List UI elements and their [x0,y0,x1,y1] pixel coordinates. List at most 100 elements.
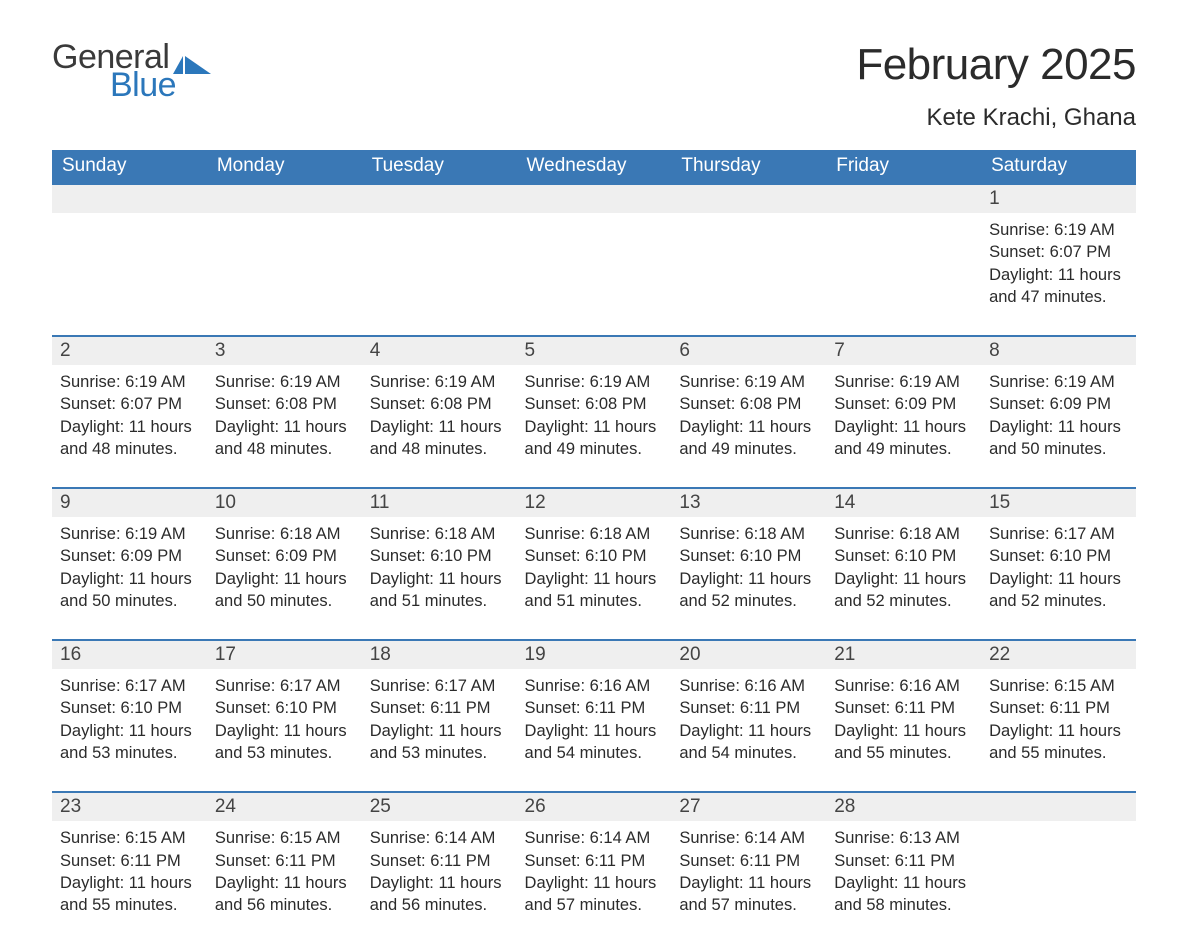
day-number-cell: 15 [981,488,1136,517]
daylight2-text: and 55 minutes. [989,742,1128,764]
daylight2-text: and 53 minutes. [215,742,354,764]
day-number-cell: 7 [826,336,981,365]
daylight1-text: Daylight: 11 hours [215,720,354,742]
day-number-cell: 28 [826,792,981,821]
daylight2-text: and 51 minutes. [370,590,509,612]
sunset-text: Sunset: 6:11 PM [679,850,818,872]
day-detail-cell: Sunrise: 6:17 AMSunset: 6:10 PMDaylight:… [981,517,1136,616]
daylight2-text: and 51 minutes. [525,590,664,612]
sunset-text: Sunset: 6:07 PM [60,393,199,415]
day-number-cell [362,184,517,213]
day-number-cell: 26 [517,792,672,821]
day-number-row: 16171819202122 [52,640,1136,669]
daylight2-text: and 52 minutes. [834,590,973,612]
day-detail-cell: Sunrise: 6:19 AMSunset: 6:07 PMDaylight:… [52,365,207,464]
calendar-page: General Blue February 2025 Kete Krachi, … [0,0,1188,950]
month-title: February 2025 [856,40,1136,90]
sunset-text: Sunset: 6:08 PM [370,393,509,415]
sunset-text: Sunset: 6:11 PM [679,697,818,719]
daylight1-text: Daylight: 11 hours [215,872,354,894]
day-number-cell [517,184,672,213]
day-number-cell: 16 [52,640,207,669]
daylight2-text: and 50 minutes. [215,590,354,612]
sunset-text: Sunset: 6:10 PM [370,545,509,567]
title-block: February 2025 Kete Krachi, Ghana [856,40,1136,132]
day-number-cell [207,184,362,213]
daylight1-text: Daylight: 11 hours [679,872,818,894]
page-header: General Blue February 2025 Kete Krachi, … [52,40,1136,132]
day-number-cell: 9 [52,488,207,517]
day-detail-cell: Sunrise: 6:19 AMSunset: 6:07 PMDaylight:… [981,213,1136,312]
sunrise-text: Sunrise: 6:18 AM [370,523,509,545]
sunrise-text: Sunrise: 6:14 AM [679,827,818,849]
daylight2-text: and 58 minutes. [834,894,973,916]
day-detail-cell: Sunrise: 6:18 AMSunset: 6:10 PMDaylight:… [826,517,981,616]
sunset-text: Sunset: 6:10 PM [834,545,973,567]
day-detail-cell: Sunrise: 6:19 AMSunset: 6:08 PMDaylight:… [671,365,826,464]
day-detail-cell: Sunrise: 6:17 AMSunset: 6:11 PMDaylight:… [362,669,517,768]
daylight1-text: Daylight: 11 hours [679,416,818,438]
daylight1-text: Daylight: 11 hours [679,568,818,590]
sunrise-text: Sunrise: 6:18 AM [679,523,818,545]
day-detail-row: Sunrise: 6:19 AMSunset: 6:09 PMDaylight:… [52,517,1136,616]
daylight2-text: and 57 minutes. [525,894,664,916]
sunset-text: Sunset: 6:10 PM [60,697,199,719]
sunset-text: Sunset: 6:08 PM [679,393,818,415]
day-detail-cell: Sunrise: 6:18 AMSunset: 6:10 PMDaylight:… [362,517,517,616]
weekday-header: Thursday [671,150,826,184]
daylight1-text: Daylight: 11 hours [370,568,509,590]
day-number-cell: 1 [981,184,1136,213]
daylight1-text: Daylight: 11 hours [215,416,354,438]
day-detail-cell: Sunrise: 6:13 AMSunset: 6:11 PMDaylight:… [826,821,981,920]
daylight1-text: Daylight: 11 hours [834,720,973,742]
day-detail-cell: Sunrise: 6:19 AMSunset: 6:08 PMDaylight:… [207,365,362,464]
day-detail-cell [207,213,362,312]
day-number-cell: 27 [671,792,826,821]
sunset-text: Sunset: 6:11 PM [370,850,509,872]
weekday-header-row: Sunday Monday Tuesday Wednesday Thursday… [52,150,1136,184]
day-number-cell: 18 [362,640,517,669]
weekday-header: Friday [826,150,981,184]
weekday-header: Wednesday [517,150,672,184]
day-number-cell: 6 [671,336,826,365]
location-label: Kete Krachi, Ghana [856,104,1136,132]
sunrise-text: Sunrise: 6:19 AM [525,371,664,393]
daylight2-text: and 55 minutes. [834,742,973,764]
day-detail-cell: Sunrise: 6:18 AMSunset: 6:10 PMDaylight:… [517,517,672,616]
sunrise-text: Sunrise: 6:15 AM [60,827,199,849]
sunset-text: Sunset: 6:11 PM [370,697,509,719]
day-number-cell: 11 [362,488,517,517]
daylight1-text: Daylight: 11 hours [989,568,1128,590]
day-detail-cell [981,821,1136,920]
day-number-cell: 10 [207,488,362,517]
daylight2-text: and 54 minutes. [679,742,818,764]
day-detail-cell: Sunrise: 6:17 AMSunset: 6:10 PMDaylight:… [207,669,362,768]
daylight2-text: and 49 minutes. [834,438,973,460]
week-separator [52,768,1136,792]
daylight1-text: Daylight: 11 hours [989,416,1128,438]
daylight2-text: and 56 minutes. [370,894,509,916]
sunrise-text: Sunrise: 6:19 AM [215,371,354,393]
day-detail-row: Sunrise: 6:19 AM Sunset: 6:07 PM Daylight:… [52,365,1136,464]
sunrise-text: Sunrise: 6:17 AM [370,675,509,697]
day-number-cell: 5 [517,336,672,365]
sunrise-text: Sunrise: 6:16 AM [679,675,818,697]
daylight1-text: Daylight: 11 hours [370,872,509,894]
sunrise-text: Sunrise: 6:18 AM [834,523,973,545]
day-number-cell: 17 [207,640,362,669]
day-number-cell: 21 [826,640,981,669]
sunset-text: Sunset: 6:11 PM [215,850,354,872]
week-separator [52,312,1136,336]
daylight1-text: Daylight: 11 hours [370,720,509,742]
daylight2-text: and 48 minutes. [370,438,509,460]
weekday-header: Sunday [52,150,207,184]
day-number-cell: 4 [362,336,517,365]
day-number-cell: 3 [207,336,362,365]
sunset-text: Sunset: 6:10 PM [989,545,1128,567]
day-detail-cell: Sunrise: 6:19 AMSunset: 6:09 PMDaylight:… [826,365,981,464]
sunrise-text: Sunrise: 6:18 AM [215,523,354,545]
daylight2-text: and 48 minutes. [215,438,354,460]
sunrise-text: Sunrise: 6:19 AM [989,219,1128,241]
day-detail-cell: Sunrise: 6:16 AMSunset: 6:11 PMDaylight:… [826,669,981,768]
sunset-text: Sunset: 6:10 PM [525,545,664,567]
